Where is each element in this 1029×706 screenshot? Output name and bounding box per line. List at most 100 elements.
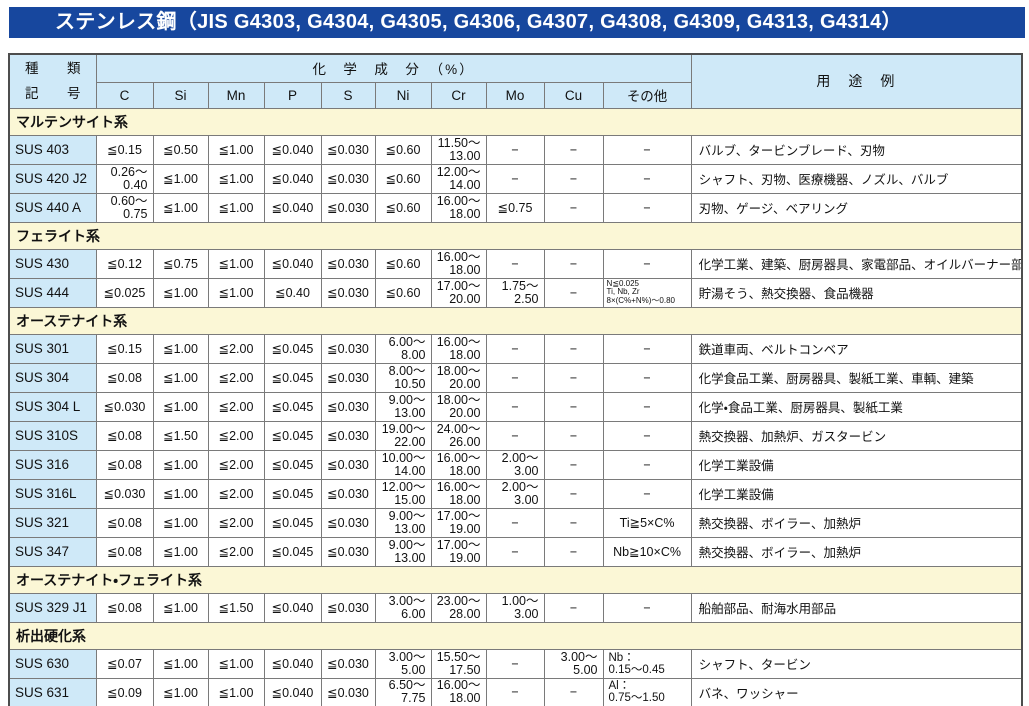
value-cell-mo: − <box>485 333 545 364</box>
value-cell-mn: ≦1.00 <box>207 248 265 279</box>
usage-cell: シャフト、タービン <box>690 648 1023 679</box>
value-cell-other: − <box>602 134 692 165</box>
value-cell-si: ≦1.00 <box>152 333 209 364</box>
value-cell-cu: − <box>543 248 604 279</box>
grade-code: SUS 316 <box>8 449 97 480</box>
value-cell-p: ≦0.040 <box>263 134 322 165</box>
value-cell-c: ≦0.030 <box>95 391 154 422</box>
value-cell-mo: − <box>485 248 545 279</box>
section-row: オーステナイト系 <box>8 306 1023 335</box>
value-cell-s: ≦0.030 <box>320 449 376 480</box>
value-cell-si: ≦1.00 <box>152 648 209 679</box>
value-cell-p: ≦0.045 <box>263 420 322 451</box>
value-cell-cu: − <box>543 192 604 223</box>
table-row: SUS 630 ≦0.07 ≦1.00 ≦1.00 ≦0.040 ≦0.030 3.00～ … <box>8 648 1023 679</box>
section-title: オーステナイト・フェライト系 <box>8 565 1023 594</box>
value-cell-p: ≦0.045 <box>263 536 322 567</box>
header-element-cr: Cr <box>430 81 487 109</box>
grade-code: SUS 301 <box>8 333 97 364</box>
value-cell-mo: − <box>485 677 545 706</box>
usage-cell: 鉄道車両、ベルトコンベア <box>690 333 1023 364</box>
header-element-mo: Mo <box>485 81 545 109</box>
header-element-si: Si <box>152 81 209 109</box>
value-cell-c: ≦0.12 <box>95 248 154 279</box>
grade-code: SUS 440 A <box>8 192 97 223</box>
value-cell-mo: 2.00～ 3.00 <box>485 449 545 480</box>
value-cell-ni: 3.00～ 5.00 <box>374 648 432 679</box>
usage-cell: 化学食品工業、厨房器具、製紙工業、車輌、建築 <box>690 362 1023 393</box>
grade-code: SUS 329 J1 <box>8 592 97 623</box>
table-row: SUS 316L ≦0.030 ≦1.00 ≦2.00 ≦0.045 ≦0.030 12.0… <box>8 478 1023 509</box>
value-cell-mo: − <box>485 362 545 393</box>
header-element-s: S <box>320 81 376 109</box>
header-kind-symbol: 種 類 記 号 <box>8 53 97 109</box>
value-cell-si: ≦0.50 <box>152 134 209 165</box>
grade-code: SUS 630 <box>8 648 97 679</box>
value-cell-other: − <box>602 391 692 422</box>
value-cell-other: Nb： 0.15～0.45 <box>602 648 692 679</box>
value-cell-si: ≦1.00 <box>152 163 209 194</box>
header-element-p: P <box>263 81 322 109</box>
value-cell-p: ≦0.045 <box>263 507 322 538</box>
value-cell-si: ≦1.00 <box>152 677 209 706</box>
value-cell-ni: ≦0.60 <box>374 248 432 279</box>
usage-cell: バネ、ワッシャー <box>690 677 1023 706</box>
value-cell-s: ≦0.030 <box>320 677 376 706</box>
value-cell-si: ≦1.00 <box>152 192 209 223</box>
value-cell-cr: 16.00～ 18.00 <box>430 677 487 706</box>
value-cell-ni: 3.00～ 6.00 <box>374 592 432 623</box>
value-cell-mo: − <box>485 134 545 165</box>
value-cell-s: ≦0.030 <box>320 420 376 451</box>
value-cell-ni: 9.00～ 13.00 <box>374 536 432 567</box>
table-body: マルテンサイト系 SUS 403 ≦0.15 ≦0.50 ≦1.00 ≦0.040 ≦0.0… <box>8 107 1023 706</box>
section-title: マルテンサイト系 <box>8 107 1023 136</box>
value-cell-ni: 6.50～ 7.75 <box>374 677 432 706</box>
value-cell-cu: − <box>543 277 604 308</box>
table-row: SUS 329 J1 ≦0.08 ≦1.00 ≦1.50 ≦0.040 ≦0.030 3.0… <box>8 592 1023 623</box>
table-row: SUS 631 ≦0.09 ≦1.00 ≦1.00 ≦0.040 ≦0.030 6.50～ … <box>8 677 1023 706</box>
value-cell-mo: 1.00～ 3.00 <box>485 592 545 623</box>
usage-cell: 化学工業設備 <box>690 478 1023 509</box>
value-cell-mn: ≦2.00 <box>207 391 265 422</box>
value-cell-other: N≦0.025 Ti, Nb, Zr 8×(C%+N%)～0.80 <box>602 277 692 308</box>
value-cell-mn: ≦2.00 <box>207 507 265 538</box>
value-cell-s: ≦0.030 <box>320 277 376 308</box>
table-row: SUS 347 ≦0.08 ≦1.00 ≦2.00 ≦0.045 ≦0.030 9.00～ … <box>8 536 1023 567</box>
value-cell-mn: ≦2.00 <box>207 362 265 393</box>
value-cell-p: ≦0.040 <box>263 192 322 223</box>
value-cell-cr: 24.00～ 26.00 <box>430 420 487 451</box>
usage-cell: バルブ、タービンブレード、刃物 <box>690 134 1023 165</box>
page-title: ステンレス鋼（JIS G4303, G4304, G4305, G4306, G… <box>9 7 1025 38</box>
value-cell-si: ≦0.75 <box>152 248 209 279</box>
section-row: オーステナイト・フェライト系 <box>8 565 1023 594</box>
value-cell-c: ≦0.08 <box>95 536 154 567</box>
value-cell-p: ≦0.045 <box>263 333 322 364</box>
value-cell-mo: − <box>485 648 545 679</box>
grade-code: SUS 316L <box>8 478 97 509</box>
grade-code: SUS 444 <box>8 277 97 308</box>
value-cell-c: ≦0.08 <box>95 592 154 623</box>
value-cell-cu: − <box>543 536 604 567</box>
value-cell-s: ≦0.030 <box>320 134 376 165</box>
value-cell-c: 0.26～ 0.40 <box>95 163 154 194</box>
value-cell-cr: 12.00～ 14.00 <box>430 163 487 194</box>
value-cell-cu: − <box>543 362 604 393</box>
grade-code: SUS 631 <box>8 677 97 706</box>
value-cell-mn: ≦2.00 <box>207 333 265 364</box>
value-cell-c: ≦0.025 <box>95 277 154 308</box>
grade-code: SUS 321 <box>8 507 97 538</box>
value-cell-mn: ≦1.00 <box>207 277 265 308</box>
usage-cell: 化学・食品工業、厨房器具、製紙工業 <box>690 391 1023 422</box>
value-cell-ni: 19.00～ 22.00 <box>374 420 432 451</box>
value-cell-mo: − <box>485 507 545 538</box>
value-cell-other: − <box>602 192 692 223</box>
value-cell-si: ≦1.00 <box>152 592 209 623</box>
table-row: SUS 304 ≦0.08 ≦1.00 ≦2.00 ≦0.045 ≦0.030 8.00～ … <box>8 362 1023 393</box>
value-cell-mo: − <box>485 391 545 422</box>
section-row: マルテンサイト系 <box>8 107 1023 136</box>
grade-code: SUS 304 <box>8 362 97 393</box>
value-cell-c: ≦0.030 <box>95 478 154 509</box>
header-element-ni: Ni <box>374 81 432 109</box>
value-cell-p: ≦0.045 <box>263 391 322 422</box>
